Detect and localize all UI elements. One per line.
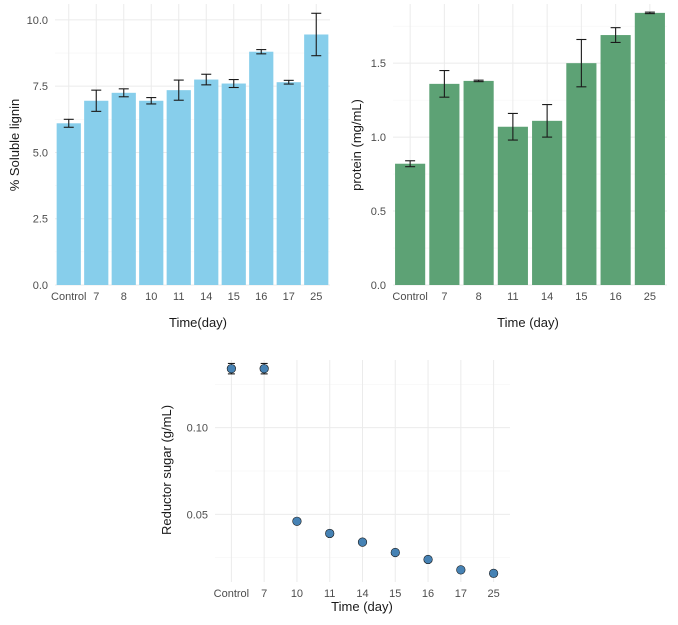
protein-bar: [634, 12, 665, 285]
sugar-point: [226, 364, 236, 374]
lignin-y-axis-title: % Soluble lignin: [7, 99, 22, 192]
protein-x-tick-label: 14: [541, 291, 553, 303]
sugar-x-tick-label: 10: [291, 588, 303, 600]
protein-x-tick-label: 15: [575, 291, 587, 303]
lignin-bar: [221, 83, 246, 285]
sugar-x-tick-label: 7: [261, 588, 267, 600]
lignin-error-bar: [173, 79, 184, 101]
lignin-x-tick-label: 7: [93, 291, 99, 303]
protein-x-tick-label: 16: [610, 291, 622, 303]
lignin-y-tick-label: 2.5: [33, 214, 48, 226]
lignin-x-tick-label: 15: [228, 291, 240, 303]
sugar-y-tick-label: 0.05: [187, 509, 208, 521]
protein-x-axis-title: Time (day): [497, 315, 559, 330]
protein-bar: [497, 126, 528, 286]
lignin-chart: 0.0 2.5 5.0 7.5 10.0 Control 7 8 10 11 14 15 16 17 25 T…: [7, 4, 330, 330]
sugar-point: [489, 568, 499, 578]
lignin-bar: [166, 90, 191, 285]
protein-y-tick-label: 0.0: [371, 280, 386, 292]
lignin-x-tick-label: 10: [145, 291, 157, 303]
sugar-point: [292, 516, 302, 526]
protein-bar: [532, 120, 563, 285]
protein-error-bar: [644, 11, 655, 15]
sugar-point: [259, 364, 269, 374]
lignin-error-bar: [256, 49, 267, 55]
protein-x-tick-label: 8: [476, 291, 482, 303]
protein-bar: [463, 80, 494, 285]
sugar-x-tick-label: 15: [389, 588, 401, 600]
protein-x-tick-label: 25: [644, 291, 656, 303]
lignin-error-bar: [228, 79, 239, 89]
lignin-bar: [139, 100, 164, 286]
lignin-bar: [304, 34, 329, 286]
lignin-error-bar: [118, 88, 129, 98]
sugar-y-tick-label: 0.10: [187, 423, 208, 435]
lignin-y-tick-label: 10.0: [27, 15, 48, 27]
protein-error-bar: [507, 112, 518, 141]
lignin-bar: [56, 123, 81, 285]
lignin-error-bar: [201, 73, 212, 86]
sugar-x-axis-title: Time (day): [331, 599, 393, 614]
lignin-x-tick-label: 17: [283, 291, 295, 303]
sugar-x-tick-label: 14: [356, 588, 368, 600]
sugar-y-axis-title: Reductor sugar (g/mL): [159, 405, 174, 535]
lignin-y-tick-label: 7.5: [33, 81, 48, 93]
lignin-x-tick-label: Control: [51, 291, 86, 303]
lignin-bar: [194, 79, 219, 286]
lignin-bar: [276, 82, 301, 286]
lignin-bar: [249, 51, 274, 285]
protein-bar: [600, 35, 631, 286]
sugar-x-tick-label: Control: [214, 588, 249, 600]
protein-y-axis-title: protein (mg/mL): [349, 99, 364, 191]
protein-error-bar: [473, 79, 484, 83]
protein-error-bar: [405, 160, 416, 168]
protein-error-bar: [576, 38, 587, 88]
lignin-x-axis-title: Time(day): [169, 315, 227, 330]
protein-y-tick-label: 1.5: [371, 58, 386, 70]
protein-error-bar: [610, 27, 621, 44]
sugar-x-tick-label: 16: [422, 588, 434, 600]
sugar-point: [390, 547, 400, 558]
lignin-error-bar: [63, 118, 74, 128]
sugar-point: [423, 554, 433, 565]
lignin-bar: [84, 100, 109, 286]
lignin-error-bar: [283, 79, 294, 85]
protein-chart: 0.0 0.5 1.0 1.5 Control 7 8 11 14 15 16 25 Time (day…: [349, 4, 667, 330]
sugar-x-tick-label: 25: [487, 588, 499, 600]
lignin-x-tick-label: 8: [121, 291, 127, 303]
protein-y-tick-label: 1.0: [371, 132, 386, 144]
sugar-chart: 0.05 0.10 Control 7 10 11 14 15 16 17 25 Time (day)…: [159, 360, 510, 614]
lignin-error-bar: [146, 97, 157, 105]
sugar-point: [325, 528, 335, 539]
lignin-y-tick-label: 5.0: [33, 147, 48, 159]
protein-error-bar: [542, 104, 553, 138]
lignin-x-tick-label: 16: [255, 291, 267, 303]
protein-x-tick-label: Control: [392, 291, 427, 303]
sugar-x-tick-label: 17: [455, 588, 467, 600]
protein-bar: [566, 63, 597, 285]
lignin-x-tick-label: 14: [200, 291, 212, 303]
protein-bar: [429, 83, 460, 285]
protein-x-tick-label: 7: [441, 291, 447, 303]
lignin-y-tick-label: 0.0: [33, 280, 48, 292]
sugar-point: [456, 565, 466, 575]
protein-bar: [395, 163, 426, 285]
protein-y-tick-label: 0.5: [371, 206, 386, 218]
lignin-error-bar: [91, 89, 102, 112]
lignin-error-bar: [311, 12, 322, 57]
lignin-x-tick-label: 11: [173, 291, 184, 303]
protein-x-tick-label: 11: [507, 291, 518, 303]
protein-error-bar: [439, 70, 450, 98]
lignin-bar: [111, 92, 136, 285]
sugar-x-tick-label: 11: [324, 588, 335, 600]
lignin-x-tick-label: 25: [310, 291, 322, 303]
sugar-point: [357, 537, 368, 547]
